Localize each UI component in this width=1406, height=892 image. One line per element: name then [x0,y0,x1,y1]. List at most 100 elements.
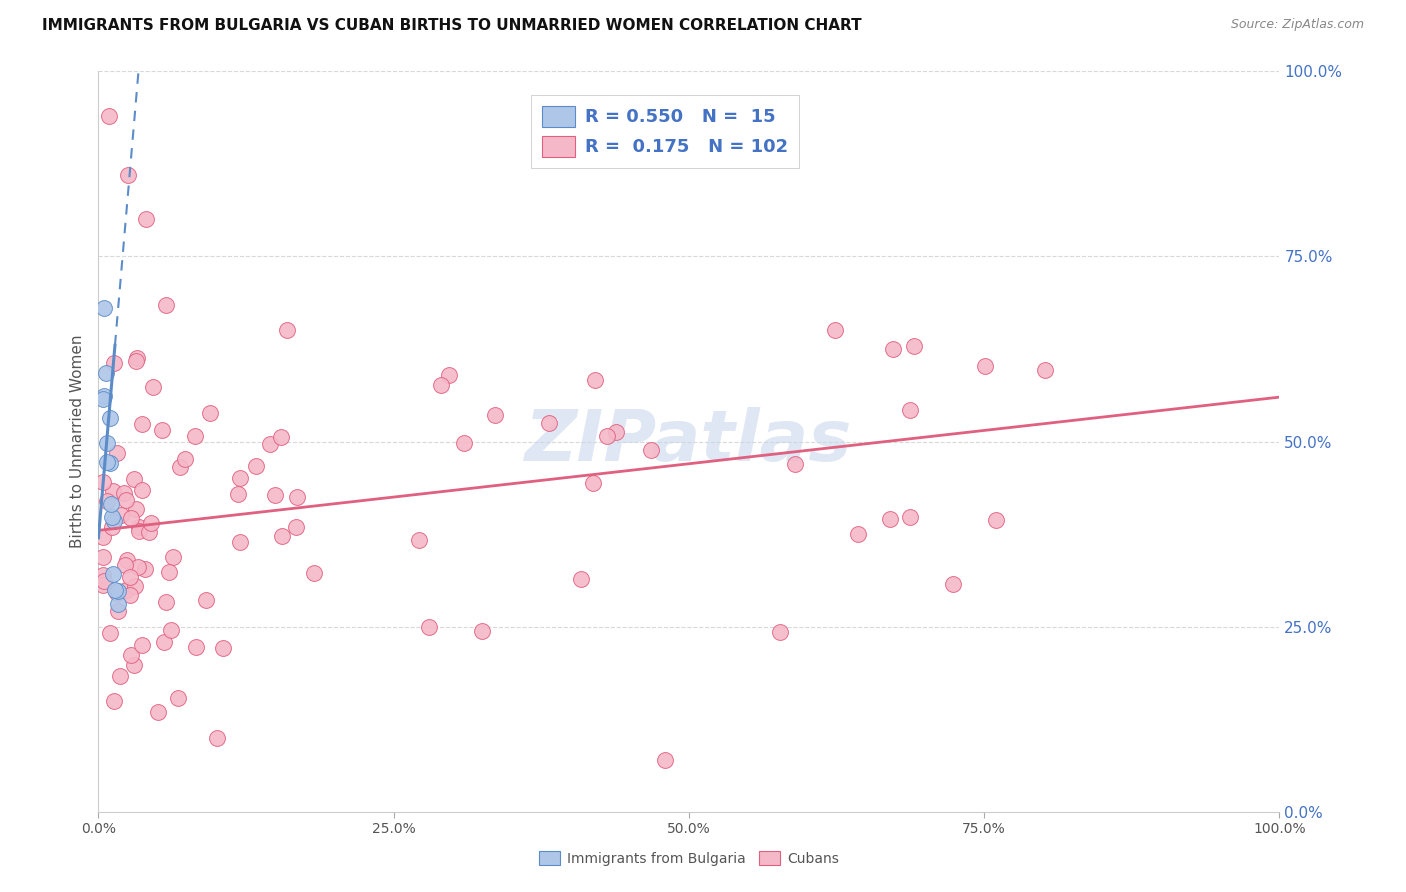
Point [198,406,221,420]
Point [110,508,132,523]
Point [135,212,157,227]
Point [898,402,921,417]
Point [270,430,292,444]
Point [167,690,190,705]
Point [125,354,148,368]
Point [903,339,925,353]
Point [96,493,118,508]
Point [898,510,921,524]
Point [127,560,149,574]
Point [824,323,846,337]
Point [91,549,114,564]
Point [103,514,125,528]
Point [91,392,114,406]
Point [91,568,114,582]
Point [271,529,294,543]
Text: ZIPatlas: ZIPatlas [526,407,852,476]
Point [124,579,146,593]
Point [138,524,160,539]
Point [430,377,453,392]
Point [471,624,494,639]
Point [112,485,135,500]
Point [879,512,901,526]
Point [98,625,121,640]
Point [117,168,139,182]
Point [98,411,121,425]
Point [582,476,605,491]
Point [103,566,125,581]
Point [596,429,619,443]
Point [120,511,142,525]
Point [984,513,1007,527]
Point [226,487,249,501]
Point [122,658,145,673]
Point [94,366,117,380]
Point [848,527,870,541]
Point [569,572,592,586]
Point [142,380,165,394]
Point [229,471,252,485]
Point [107,604,129,618]
Point [785,458,807,472]
Point [103,694,125,708]
Point [146,705,169,719]
Point [103,583,125,598]
Point [941,576,963,591]
Point [152,634,174,648]
Point [98,456,121,470]
Point [131,638,153,652]
Point [101,519,124,533]
Point [453,436,475,450]
Point [124,501,146,516]
Point [125,351,148,365]
Point [605,425,627,440]
Point [259,437,281,451]
Point [264,488,287,502]
Point [141,516,163,530]
Point [205,731,228,745]
Point [93,389,115,403]
Point [103,356,125,370]
Point [538,417,561,431]
Point [122,472,145,486]
Point [1033,362,1056,376]
Point [96,455,118,469]
Point [115,582,138,597]
Point [229,535,252,549]
Point [285,519,308,533]
Point [100,497,122,511]
Point [155,298,177,312]
Text: Source: ZipAtlas.com: Source: ZipAtlas.com [1230,18,1364,31]
Point [120,588,142,602]
Point [105,586,128,600]
Point [128,524,150,538]
Point [131,483,153,497]
Point [114,493,136,508]
Point [98,109,121,123]
Point [157,565,180,579]
Point [418,619,440,633]
Text: IMMIGRANTS FROM BULGARIA VS CUBAN BIRTHS TO UNMARRIED WOMEN CORRELATION CHART: IMMIGRANTS FROM BULGARIA VS CUBAN BIRTHS… [42,18,862,33]
Point [212,641,235,656]
Point [93,301,115,316]
Point [173,452,195,467]
Point [276,323,298,337]
Point [101,484,124,499]
Point [91,577,114,591]
Point [169,459,191,474]
Point [128,520,150,534]
Point [162,549,184,564]
Y-axis label: Births to Unmarried Women: Births to Unmarried Women [69,334,84,549]
Point [437,368,460,382]
Legend: Immigrants from Bulgaria, Cubans: Immigrants from Bulgaria, Cubans [533,846,845,871]
Point [96,436,118,450]
Point [484,409,506,423]
Point [115,553,138,567]
Point [245,458,267,473]
Point [150,424,173,438]
Point [107,598,129,612]
Point [302,566,325,581]
Point [408,533,430,548]
Point [107,584,129,599]
Point [100,510,122,524]
